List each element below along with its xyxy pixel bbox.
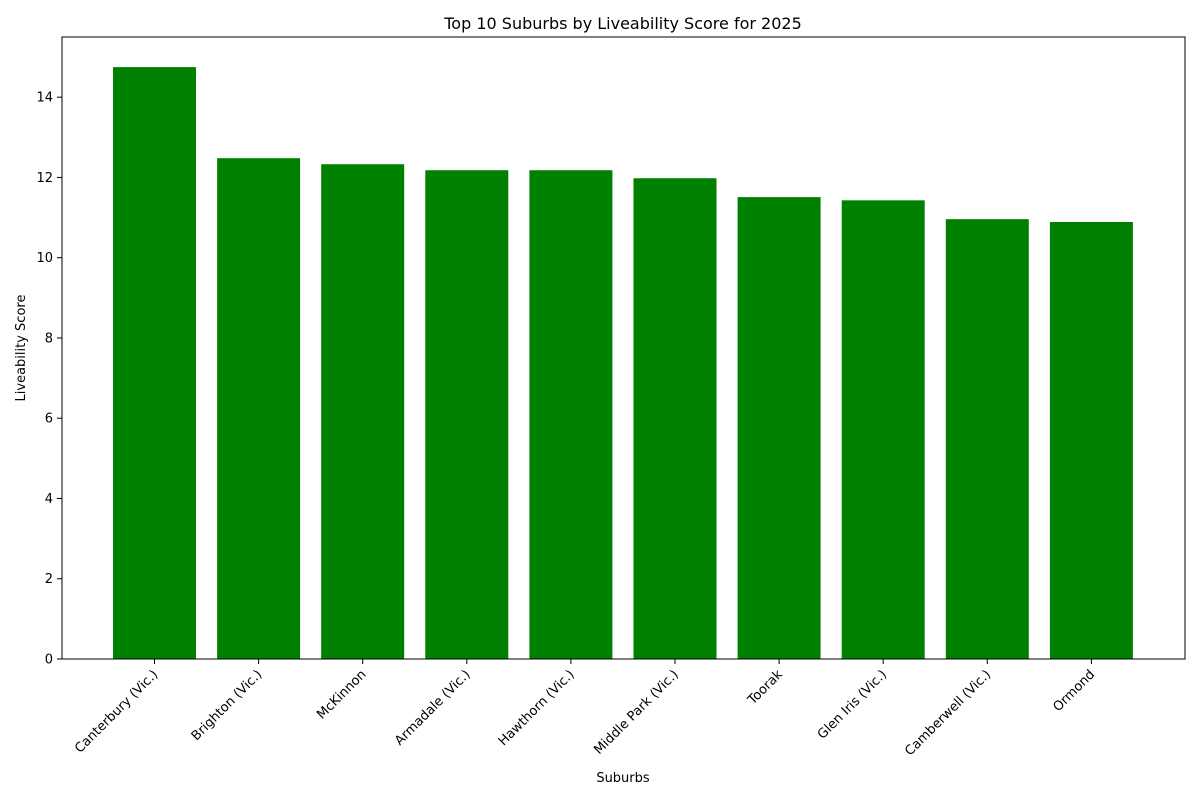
bars-group bbox=[113, 67, 1133, 660]
y-tick-label: 14 bbox=[36, 91, 53, 106]
bar bbox=[321, 164, 405, 659]
x-tick-label: Canterbury (Vic.) bbox=[72, 667, 161, 756]
bar bbox=[633, 178, 717, 659]
y-tick-label: 6 bbox=[45, 412, 53, 427]
x-tick-label: Toorak bbox=[745, 667, 787, 709]
y-tick-label: 0 bbox=[45, 653, 53, 668]
y-tick-label: 4 bbox=[45, 492, 53, 507]
y-axis-label: Liveability Score bbox=[14, 295, 29, 402]
y-tick-label: 12 bbox=[36, 171, 53, 186]
x-tick-label: Glen Iris (Vic.) bbox=[815, 667, 890, 742]
plot-area-frame bbox=[61, 36, 1186, 660]
bar bbox=[945, 219, 1029, 659]
bar bbox=[217, 158, 301, 659]
x-tick-label: McKinnon bbox=[314, 667, 369, 722]
x-tick-label: Camberwell (Vic.) bbox=[902, 667, 994, 759]
y-tick-label: 10 bbox=[36, 251, 53, 266]
bar bbox=[841, 200, 925, 659]
y-axis-ticks: 0 2 4 6 8 10 12 14 bbox=[36, 91, 62, 668]
x-tick-label: Ormond bbox=[1051, 667, 1099, 715]
x-axis-ticks: Canterbury (Vic.) Brighton (Vic.) McKinnon… bbox=[72, 659, 1098, 759]
bar bbox=[113, 67, 196, 660]
chart-title: Top 10 Suburbs by Liveability Score for … bbox=[443, 14, 802, 33]
y-tick-label: 8 bbox=[45, 331, 53, 346]
x-tick-label: Middle Park (Vic.) bbox=[591, 667, 681, 757]
bar bbox=[737, 197, 821, 660]
bar bbox=[1049, 221, 1133, 660]
x-axis-label: Suburbs bbox=[596, 771, 650, 786]
x-tick-label: Brighton (Vic.) bbox=[189, 667, 266, 744]
bar bbox=[425, 170, 509, 660]
bar bbox=[529, 170, 613, 660]
y-tick-label: 2 bbox=[45, 572, 53, 587]
x-tick-label: Armadale (Vic.) bbox=[392, 667, 473, 748]
x-tick-label: Hawthorn (Vic.) bbox=[496, 667, 578, 749]
